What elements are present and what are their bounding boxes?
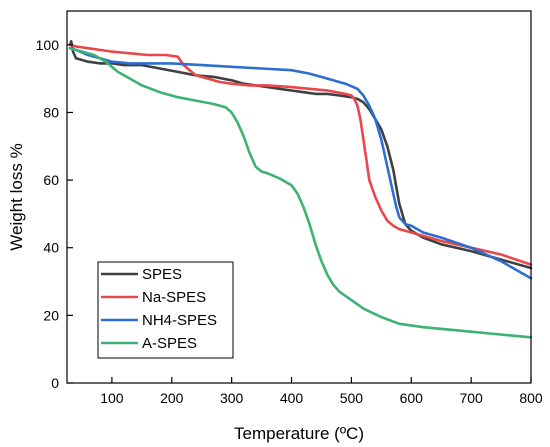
- y-tick-label: 100: [36, 37, 60, 53]
- plot-frame: [66, 10, 532, 384]
- x-tick-label: 400: [280, 390, 304, 406]
- ticks-layer: 100 200 300 400 500 600 700 800 0 20 40 60 80 100: [36, 37, 543, 406]
- x-tick-label: 200: [160, 390, 184, 406]
- x-tick-label: 500: [340, 390, 364, 406]
- x-axis-title: Temperature (ºC): [234, 424, 364, 443]
- y-tick-label: 20: [43, 307, 59, 323]
- x-tick-label: 700: [459, 390, 483, 406]
- series-line-nh4-spes: [68, 46, 533, 280]
- x-tick-label: 100: [100, 390, 124, 406]
- x-tick-label: 300: [220, 390, 244, 406]
- series-line-a-spes: [68, 46, 533, 339]
- legend: SPES Na-SPES NH4-SPES A-SPES: [97, 261, 234, 359]
- legend-label-spes: SPES: [142, 266, 182, 283]
- y-tick-label: 40: [43, 240, 59, 256]
- y-tick-label: 0: [51, 375, 59, 391]
- legend-label-na-spes: Na-SPES: [142, 289, 206, 306]
- y-tick-label: 80: [43, 104, 59, 120]
- legend-label-a-spes: A-SPES: [142, 335, 197, 352]
- x-tick-label: 800: [519, 390, 543, 406]
- x-tick-label: 600: [400, 390, 424, 406]
- y-axis-title: Weight loss %: [7, 143, 26, 250]
- series-line-na-spes: [68, 43, 533, 266]
- legend-label-nh4-spes: NH4-SPES: [142, 312, 217, 329]
- y-tick-label: 60: [43, 172, 59, 188]
- series-layer: [68, 40, 533, 339]
